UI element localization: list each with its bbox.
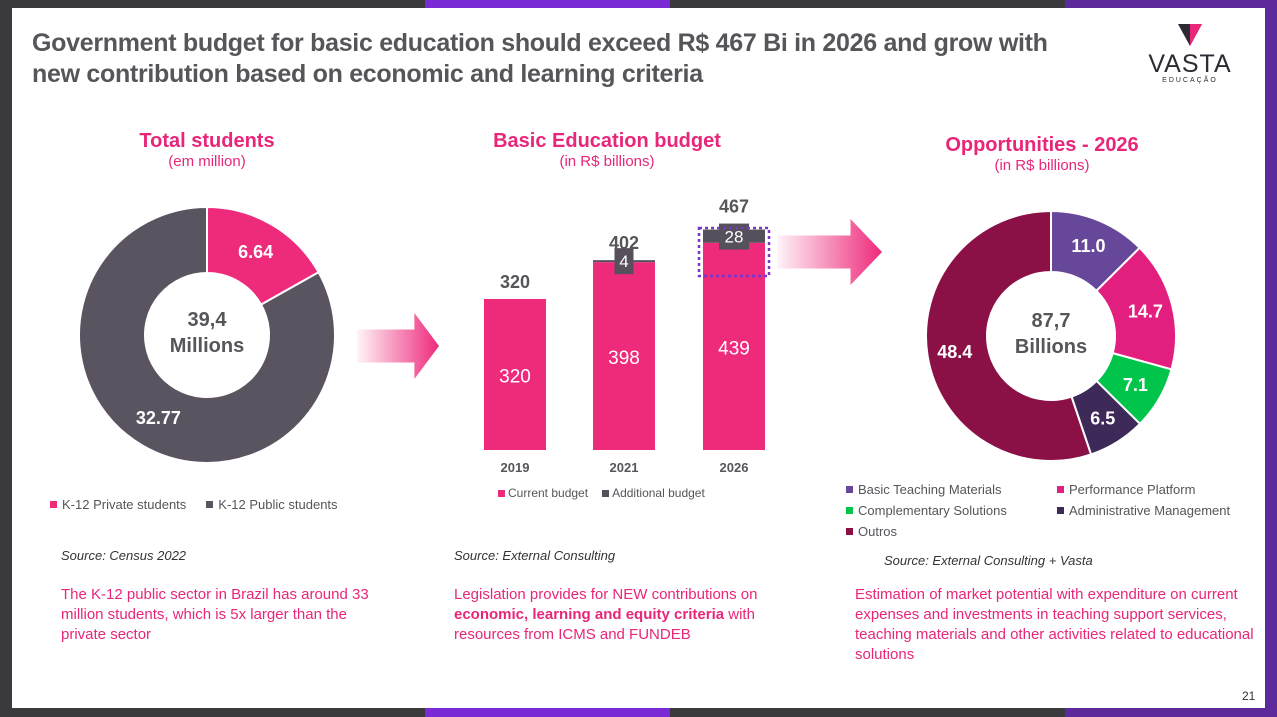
logo-triangle-icon <box>1178 24 1202 46</box>
bar-total-label: 320 <box>500 272 530 292</box>
legend-label: Performance Platform <box>1069 482 1196 497</box>
legend-label: Additional budget <box>612 486 705 500</box>
slice-value-label: 11.0 <box>1071 236 1105 256</box>
donut-center-value: 87,7 <box>1032 310 1071 332</box>
slice-value-label: 6.64 <box>238 242 273 262</box>
donut-center-unit: Millions <box>170 335 244 357</box>
bar-current-budget <box>593 262 655 450</box>
legend-label: K-12 Private students <box>62 497 187 512</box>
slide-title: Government budget for basic education sh… <box>32 29 1048 88</box>
text-part: with resources from ICMS and FUNDEB <box>454 606 755 643</box>
legend-swatch <box>50 501 57 508</box>
legend-item: Complementary Solutions <box>846 503 1057 518</box>
slide: Government budget for basic education sh… <box>12 8 1265 708</box>
bar-value-label: 320 <box>499 366 531 387</box>
additional-value-label: 4 <box>619 252 628 271</box>
chart-title: Basic Education budget <box>493 130 721 152</box>
chart-subtitle: (in R$ billions) <box>994 157 1090 174</box>
legend-item: K-12 Private students <box>50 497 186 512</box>
donut-center-value: 39,4 <box>188 309 228 331</box>
legend-label: Current budget <box>508 486 589 500</box>
logo-sub: EDUCAÇÃO <box>1162 77 1218 84</box>
bar-current-budget <box>484 298 546 450</box>
legend-swatch <box>846 486 853 493</box>
legend-item: Additional budget <box>602 486 705 500</box>
legend-label: Outros <box>858 524 898 539</box>
legend-label: K-12 Public students <box>218 497 338 512</box>
legend-item: Basic Teaching Materials <box>846 482 1057 497</box>
chart-subtitle: (in R$ billions) <box>559 153 655 170</box>
donut-center-unit: Billions <box>1015 336 1087 358</box>
legend-item: Outros <box>846 524 1057 539</box>
chart-title: Opportunities - 2026 <box>945 134 1139 156</box>
legend-swatch <box>602 489 610 497</box>
bar-total-label: 467 <box>719 197 749 217</box>
legend-item: Performance Platform <box>1057 482 1257 497</box>
chart-subtitle: (em million) <box>168 153 246 170</box>
legend-swatch <box>498 489 505 497</box>
legend-swatch <box>206 501 214 508</box>
slice-value-label: 32.77 <box>136 408 181 428</box>
x-tick-label: 2019 <box>501 460 530 475</box>
opportunities-donut-chart: 11.0 14.7 7.1 6.5 48.4 87,7 Billions <box>925 209 1177 462</box>
page-number: 21 <box>1242 689 1256 703</box>
highlight-dotted-box <box>697 226 771 278</box>
additional-value-label: 28 <box>725 228 744 247</box>
slice-value-label: 6.5 <box>1090 409 1115 429</box>
students-donut-chart: 6.64 32.77 39,4 Millions <box>78 205 336 464</box>
legend-label: Administrative Management <box>1069 503 1231 518</box>
legend-swatch <box>1057 486 1064 493</box>
slice-value-label: 48.4 <box>937 342 972 362</box>
bar-value-label: 398 <box>608 348 640 369</box>
donut-slice <box>78 205 336 464</box>
slice-value-label: 14.7 <box>1128 301 1163 321</box>
text-emphasis: economic, learning and equity criteria <box>454 606 725 623</box>
legend-swatch <box>846 507 853 514</box>
text-part: Legislation provides for NEW contributio… <box>454 586 758 603</box>
source-note: Source: External Consulting + Vasta <box>884 553 1093 568</box>
chart-title: Total students <box>139 130 275 152</box>
vasta-logo: VASTA EDUCAÇÃO <box>1140 24 1240 84</box>
donut-slice <box>925 209 1093 462</box>
legend-swatch <box>846 528 853 535</box>
legend-label: Complementary Solutions <box>858 503 1007 518</box>
bar-total-label: 402 <box>609 233 639 253</box>
x-tick-label: 2026 <box>720 460 749 475</box>
source-note: Source: External Consulting <box>454 548 616 563</box>
legend-item: Administrative Management <box>1057 503 1257 518</box>
left-description: The K-12 public sector in Brazil has aro… <box>61 586 369 643</box>
x-tick-label: 2021 <box>610 460 639 475</box>
legend-item: Current budget <box>498 486 588 500</box>
right-description: Estimation of market potential with expe… <box>855 586 1254 663</box>
bar-value-label: 439 <box>718 338 750 359</box>
right-arrow-icon <box>777 219 882 285</box>
source-note: Source: Census 2022 <box>61 548 187 563</box>
slice-value-label: 7.1 <box>1123 375 1148 395</box>
middle-description: Legislation provides for NEW contributio… <box>454 585 794 645</box>
additional-label-box <box>614 248 634 275</box>
legend-label: Basic Teaching Materials <box>858 482 1002 497</box>
legend-swatch <box>1057 507 1064 514</box>
legend-item: K-12 Public students <box>206 497 338 512</box>
logo-word: VASTA <box>1148 50 1232 78</box>
right-arrow-icon <box>357 313 439 379</box>
bar-current-budget <box>703 242 765 450</box>
